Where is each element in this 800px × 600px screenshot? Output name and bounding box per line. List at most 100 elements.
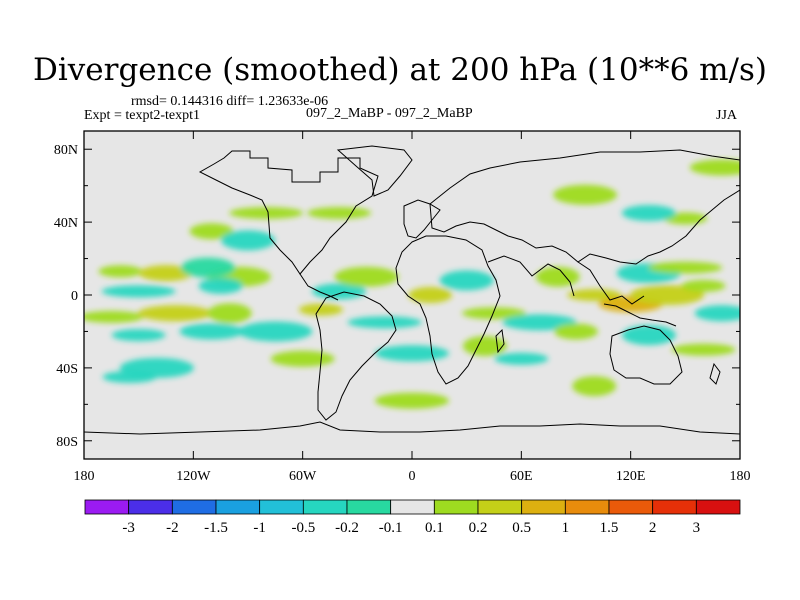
colorbar-swatch <box>477 499 523 515</box>
anomaly-blob <box>689 159 740 176</box>
anomaly-blob <box>567 289 622 301</box>
coastline-australia <box>609 325 683 385</box>
anomaly-blob <box>207 303 252 324</box>
colorbar-swatch <box>433 499 479 515</box>
coastline-north-america <box>198 150 379 275</box>
coastline-africa <box>395 235 501 385</box>
case-label: 097_2_MaBP - 097_2_MaBP <box>306 106 473 121</box>
chart-title: Divergence (smoothed) at 200 hPa (10**6 … <box>33 52 767 88</box>
x-tick-label: 120W <box>176 469 211 484</box>
coastline-arabia-india <box>487 255 575 297</box>
stats-label: rmsd= 0.144316 diff= 1.23633e-06 <box>131 94 329 109</box>
anomaly-blob <box>375 392 449 409</box>
coastline-greenland <box>336 145 413 197</box>
anomaly-blob <box>553 184 618 205</box>
y-tick-label: 40N <box>54 216 78 231</box>
coastline-indonesia <box>603 303 677 327</box>
colorbar-label: -1.5 <box>204 520 228 536</box>
colorbar-swatch <box>608 499 654 515</box>
anomaly-blob <box>535 266 580 287</box>
coastline-new-zealand <box>709 362 721 385</box>
coastline-south-america <box>315 291 397 421</box>
anomaly-blob <box>648 261 723 274</box>
colorbar-label: -0.1 <box>379 520 403 536</box>
anomaly-blob <box>98 265 143 278</box>
anomaly-blob <box>139 265 193 282</box>
y-tick-label: 80N <box>54 143 78 158</box>
experiment-label: Expt = texpt2-texpt1 <box>84 108 200 123</box>
anomaly-blob <box>101 285 176 298</box>
colorbar-swatch <box>171 499 217 515</box>
anomaly-blob <box>462 336 507 357</box>
season-label: JJA <box>716 108 738 123</box>
anomaly-blob <box>102 371 157 383</box>
x-tick-label: 60W <box>289 469 317 484</box>
colorbar-label: 0.1 <box>425 520 444 536</box>
anomaly-blob <box>298 303 343 316</box>
colorbar-label: 0.5 <box>512 520 531 536</box>
anomaly-blob <box>621 325 676 346</box>
anomaly-blob <box>681 279 726 292</box>
anomaly-blob <box>180 257 235 278</box>
coastline-central-america <box>299 273 339 301</box>
x-tick-label: 120E <box>616 469 646 484</box>
anomaly-blob <box>84 310 144 323</box>
anomaly-blob <box>229 207 304 219</box>
colorbar-swatch <box>346 499 392 515</box>
anomaly-blob <box>221 230 275 251</box>
anomaly-blob <box>198 277 243 294</box>
anomaly-blob <box>375 345 449 362</box>
coastline-europe <box>403 199 441 239</box>
anomaly-blob <box>572 376 617 397</box>
anomaly-blob <box>138 305 213 322</box>
colorbar-label: 3 <box>693 520 701 536</box>
anomaly-blob <box>307 207 372 219</box>
anomaly-blob <box>312 283 367 300</box>
x-tick-label: 60E <box>510 469 533 484</box>
colorbar-label: 1 <box>562 520 570 536</box>
colorbar-swatch <box>695 499 741 515</box>
coastline-madagascar <box>495 328 505 354</box>
coastline-antarctica <box>84 421 740 435</box>
y-tick-label: 0 <box>71 289 78 304</box>
colorbar-swatch <box>128 499 173 515</box>
colorbar-swatch <box>215 499 261 515</box>
anomaly-blob <box>621 205 676 221</box>
anomaly-blob <box>462 307 526 320</box>
anomaly-blob <box>111 329 166 342</box>
anomaly-blob <box>334 266 399 287</box>
anomaly-blob <box>502 314 577 331</box>
anomaly-blob <box>494 352 549 365</box>
colorbar-swatch <box>302 499 348 515</box>
anomaly-blob <box>439 270 494 291</box>
colorbar-label: 0.2 <box>469 520 488 536</box>
coastline-southeast-asia <box>577 261 645 305</box>
colorbar-label: -0.2 <box>335 520 359 536</box>
colorbar-swatch <box>390 499 435 515</box>
colorbar-swatch <box>652 499 697 515</box>
anomaly-blob <box>347 316 422 329</box>
colorbar-label: 2 <box>649 520 657 536</box>
anomaly-blob <box>694 305 740 322</box>
anomaly-blob <box>179 323 244 340</box>
colorbar-label: -3 <box>122 520 135 536</box>
anomaly-blob <box>270 350 335 367</box>
anomaly-blob <box>554 323 598 340</box>
y-tick-label: 40S <box>56 362 78 377</box>
coastline-eurasia <box>429 149 740 265</box>
colorbar-label: -1 <box>253 520 266 536</box>
anomaly-blob <box>630 285 705 305</box>
colorbar-label: -2 <box>166 520 179 536</box>
colorbar-swatch <box>521 499 566 515</box>
colorbar-label: 1.5 <box>600 520 619 536</box>
colorbar-swatch <box>84 499 130 515</box>
anomaly-blob <box>238 321 313 342</box>
colorbar-swatch <box>259 499 304 515</box>
y-tick-label: 80S <box>56 435 78 450</box>
colorbar-swatch <box>564 499 610 515</box>
x-tick-label: 180 <box>730 469 751 484</box>
x-tick-label: 0 <box>409 469 416 484</box>
x-tick-label: 180 <box>74 469 95 484</box>
anomaly-blob <box>671 343 736 356</box>
